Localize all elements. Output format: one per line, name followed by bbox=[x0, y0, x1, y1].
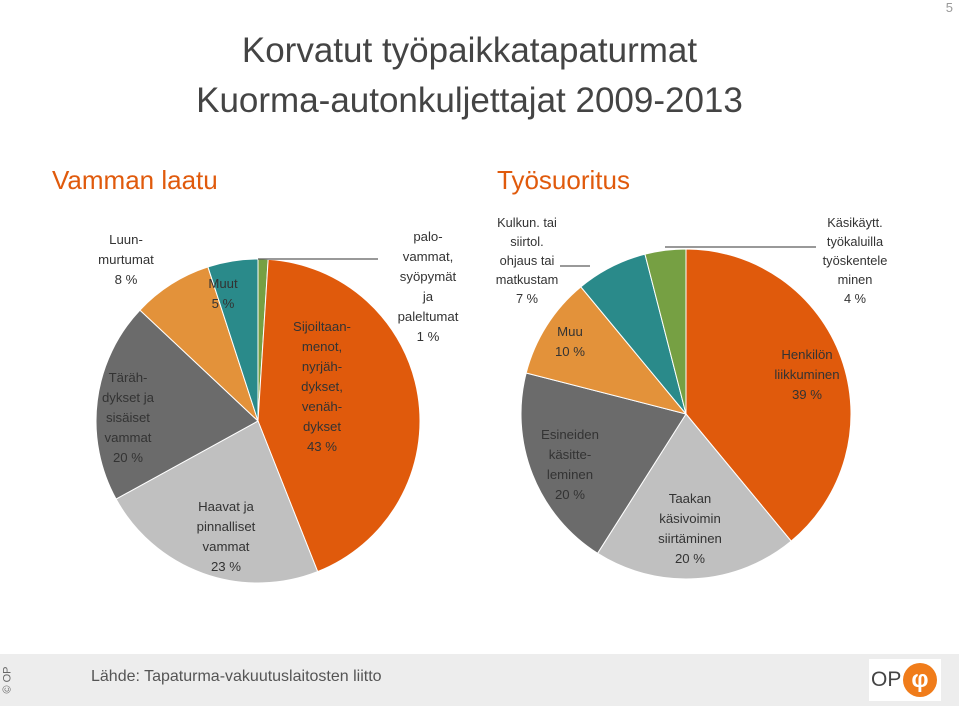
copyright-text: © OP bbox=[1, 666, 14, 694]
pie-slice-0-3 bbox=[95, 309, 259, 500]
footer-bar bbox=[0, 654, 959, 706]
pie-slice-1-2 bbox=[520, 372, 687, 555]
slice-label-hand-tools: Käsikäytt. työkaluilla työskentele minen… bbox=[822, 215, 888, 306]
page-subtitle: Kuorma-autonkuljettajat 2009-2013 bbox=[196, 81, 743, 120]
source-note: Lähde: Tapaturma-vakuutuslaitosten liitt… bbox=[91, 668, 382, 685]
slice-label-wounds: Haavat ja pinnalliset vammat 23 % bbox=[196, 499, 256, 574]
slice-label-movement: Henkilön liikkuminen 39 % bbox=[774, 347, 840, 402]
slice-label-other-injury: Muut 5 % bbox=[208, 276, 238, 311]
slice-label-manual-lifting: Taakan käsivoimin siirtäminen 20 % bbox=[658, 491, 722, 566]
pie-slice-0-2 bbox=[115, 420, 319, 584]
pie-slice-0-5 bbox=[207, 258, 259, 422]
page-number: 5 bbox=[945, 0, 953, 15]
pie-slice-1-3 bbox=[525, 286, 688, 415]
slice-label-other-activity: Muu 10 % bbox=[554, 324, 586, 359]
slice-label-burns: palo- vammat, syöpymät ja paleltumat 1 % bbox=[397, 229, 459, 344]
logo-icon: φ bbox=[903, 663, 937, 697]
chart-title-work-activity: Työsuoritus bbox=[497, 165, 630, 195]
slice-label-dislocations: Sijoiltaan- menot, nyrjäh- dykset, venäh… bbox=[293, 319, 351, 454]
slice-label-vehicle: Kulkun. tai siirtol. ohjaus tai matkusta… bbox=[495, 215, 559, 306]
pie-slice-1-0 bbox=[685, 248, 852, 542]
pie-slice-1-1 bbox=[596, 413, 792, 580]
slice-label-concussions: Täräh- dykset ja sisäiset vammat 20 % bbox=[101, 370, 155, 465]
pie-slice-0-1 bbox=[257, 258, 421, 573]
slice-label-fractures: Luun- murtumat 8 % bbox=[98, 232, 154, 287]
page-title: Korvatut työpaikkatapaturmat bbox=[241, 31, 698, 70]
slice-label-handling: Esineiden käsitte- leminen 20 % bbox=[541, 427, 599, 502]
op-logo: OP φ bbox=[869, 659, 941, 701]
pie-slice-1-5 bbox=[644, 248, 687, 415]
chart-title-injury-type: Vamman laatu bbox=[52, 165, 218, 195]
copyright: © OP bbox=[2, 660, 22, 704]
logo-text: OP bbox=[871, 668, 902, 691]
